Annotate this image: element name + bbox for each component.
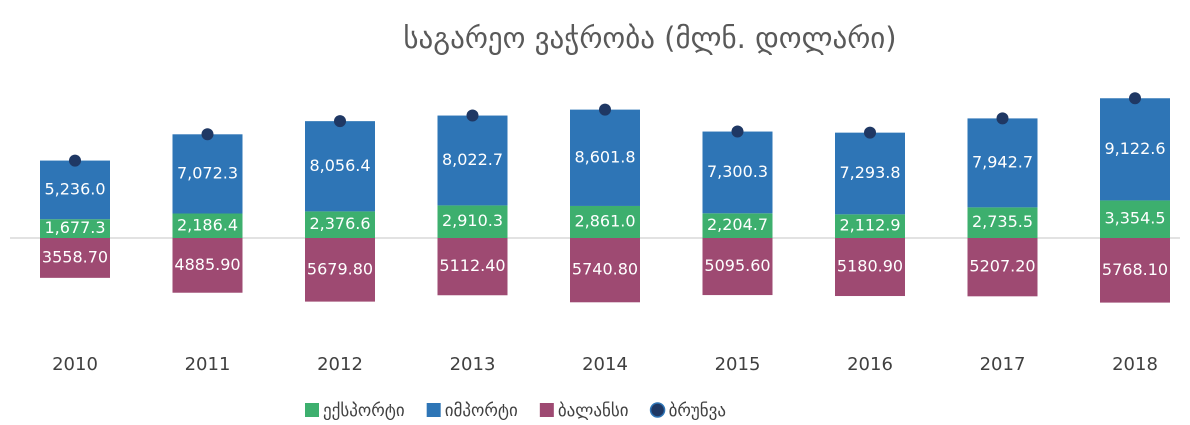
legend-swatch [649, 402, 666, 418]
x-tick-label: 2018 [1112, 354, 1158, 375]
value-label: 5679.80 [307, 259, 373, 278]
bar [967, 118, 1038, 208]
bar [437, 115, 508, 206]
bar [40, 160, 110, 220]
dot [334, 115, 346, 128]
value-label: 9,122.6 [1104, 139, 1165, 158]
bar [1100, 238, 1170, 303]
value-label: 8,022.7 [442, 150, 503, 169]
chart-title: საგარეო ვაჭრობა (მლნ. დოლარი) [403, 21, 896, 55]
x-tick-label: 2014 [582, 354, 628, 375]
value-label: 5768.10 [1102, 260, 1168, 279]
bar [305, 211, 375, 238]
value-label: 3,354.5 [1104, 209, 1165, 228]
value-label: 5095.60 [704, 256, 770, 275]
dot [466, 109, 479, 122]
bar [305, 238, 375, 302]
x-tick-label: 2012 [317, 354, 363, 375]
value-label: 8,601.8 [574, 147, 635, 166]
value-label: 7,942.7 [972, 152, 1033, 171]
legend-label: ბალანსი [558, 401, 629, 421]
x-tick-label: 2015 [715, 354, 761, 375]
value-label: 5180.90 [837, 257, 903, 276]
value-label: 8,056.4 [309, 156, 370, 175]
value-label: 2,861.0 [574, 211, 635, 230]
bar [305, 121, 375, 212]
bar [437, 205, 508, 238]
dot [599, 103, 611, 116]
value-label: 5207.20 [969, 257, 1035, 276]
value-label: 3558.70 [42, 247, 108, 266]
bar [40, 219, 110, 238]
dot [1129, 92, 1141, 105]
value-label: 4885.90 [174, 255, 240, 274]
bar [1100, 200, 1170, 238]
bar [835, 238, 905, 297]
dot [731, 125, 744, 138]
bar [437, 238, 508, 296]
value-label: 2,910.3 [442, 211, 503, 230]
legend-label: ბრუნვა [669, 401, 726, 421]
value-label: 2,376.6 [309, 214, 370, 233]
value-label: 5112.40 [439, 256, 505, 275]
bar [172, 238, 243, 293]
bar [702, 131, 773, 214]
value-label: 7,072.3 [177, 163, 238, 182]
value-label: 2,112.9 [839, 216, 900, 235]
bar [967, 238, 1038, 297]
value-label: 5,236.0 [44, 179, 105, 198]
legend-swatch [539, 403, 554, 417]
dot [864, 126, 876, 139]
bar [1100, 98, 1170, 201]
bar [570, 205, 640, 238]
value-label: 5740.80 [572, 260, 638, 279]
bar [702, 213, 773, 238]
bar [967, 207, 1038, 238]
legend-label: ექსპორტი [323, 401, 405, 421]
bar [702, 238, 773, 296]
x-tick-label: 2017 [980, 354, 1026, 375]
legend-label: იმპორტი [445, 401, 518, 421]
value-label: 7,293.8 [839, 163, 900, 182]
dot [201, 128, 214, 141]
x-tick-label: 2016 [847, 354, 893, 375]
value-label: 1,677.3 [44, 218, 105, 237]
bar [40, 238, 110, 278]
x-tick-label: 2010 [52, 354, 98, 375]
value-label: 2,735.5 [972, 212, 1033, 231]
value-label: 7,300.3 [707, 162, 768, 181]
bar [835, 214, 905, 238]
legend-swatch [305, 403, 319, 417]
value-label: 2,204.7 [707, 215, 768, 234]
dot [996, 112, 1009, 125]
dot [69, 154, 81, 167]
bar [570, 109, 640, 206]
legend-swatch [426, 403, 441, 417]
bar [570, 238, 640, 303]
bar [172, 213, 243, 238]
x-tick-label: 2011 [185, 354, 231, 375]
bar [835, 132, 905, 215]
value-label: 2,186.4 [177, 215, 238, 234]
bar [172, 134, 243, 214]
x-tick-label: 2013 [450, 354, 496, 375]
